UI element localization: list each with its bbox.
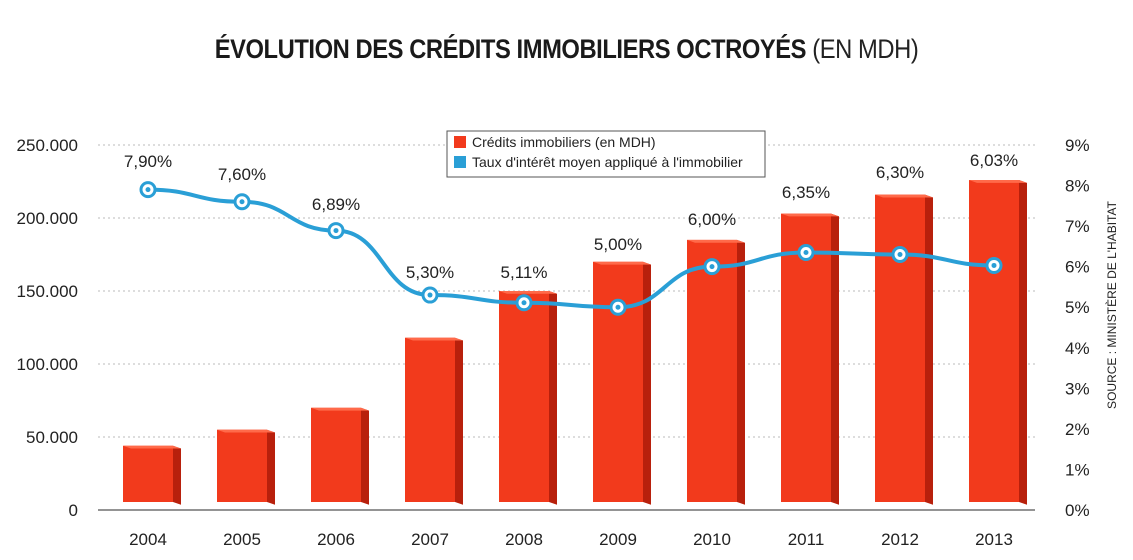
left-axis-tick-label: 150.000: [17, 282, 78, 301]
x-axis-tick-label: 2004: [129, 530, 167, 549]
rate-data-label: 6,30%: [876, 163, 924, 182]
rate-point-center: [991, 262, 997, 268]
legend-swatch-bar: [454, 136, 466, 148]
x-axis-tick-label: 2009: [599, 530, 637, 549]
rate-point-center: [897, 252, 903, 257]
x-axis-tick-label: 2006: [317, 530, 355, 549]
left-axis-tick-label: 100.000: [17, 355, 78, 374]
rate-data-label: 6,35%: [782, 183, 830, 202]
bar-side: [737, 239, 745, 505]
x-axis-tick-label: 2010: [693, 530, 731, 549]
bar-side: [455, 337, 463, 505]
bar: [311, 407, 361, 502]
rate-data-label: 5,11%: [501, 263, 548, 282]
x-axis-tick-label: 2005: [223, 530, 261, 549]
rate-point-center: [615, 304, 621, 310]
right-axis-tick-label: 0%: [1065, 501, 1090, 520]
source-note: SOURCE : MINISTÈRE DE L'HABITAT: [1105, 201, 1119, 409]
bar-side: [173, 445, 181, 505]
right-axis-tick-label: 9%: [1065, 136, 1090, 155]
bar-top: [217, 429, 275, 433]
legend-swatch-line: [454, 156, 466, 168]
bar-top: [593, 261, 651, 265]
left-axis-tick-label: 0: [69, 501, 78, 520]
bar: [405, 337, 455, 502]
chart-title-main: ÉVOLUTION DES CRÉDITS IMMOBILIERS OCTROY…: [214, 34, 807, 64]
bar: [687, 239, 737, 502]
legend-box: [446, 130, 766, 178]
bar-top: [969, 180, 1027, 183]
rate-point-center: [333, 228, 339, 234]
chart-title-unit: (EN MDH): [812, 34, 919, 64]
left-axis-tick-label: 50.000: [26, 428, 78, 447]
right-axis-tick-label: 2%: [1065, 420, 1090, 439]
rate-point-center: [239, 199, 245, 205]
bar-top: [781, 213, 839, 217]
bar: [499, 291, 549, 502]
bar-side: [1019, 180, 1027, 505]
rate-point-center: [709, 264, 715, 270]
bar-top: [405, 337, 463, 341]
x-axis-tick-label: 2011: [788, 530, 825, 549]
rate-data-label: 7,90%: [124, 152, 172, 171]
bar: [969, 180, 1019, 503]
bar: [781, 213, 831, 502]
chart-title: ÉVOLUTION DES CRÉDITS IMMOBILIERS OCTROY…: [68, 34, 1065, 65]
legend-label-line: Taux d'intérêt moyen appliqué à l'immobi…: [472, 154, 743, 170]
left-axis-tick-label: 250.000: [17, 136, 78, 155]
right-axis-tick-label: 6%: [1065, 258, 1090, 277]
bar-side: [549, 291, 557, 505]
bar: [123, 445, 173, 502]
left-axis-tick-label: 200.000: [17, 209, 78, 228]
rate-point-center: [521, 300, 527, 306]
bar-side: [831, 213, 839, 505]
right-axis-tick-label: 3%: [1065, 379, 1090, 398]
bar-top: [123, 445, 181, 449]
right-axis-tick-label: 5%: [1065, 298, 1090, 317]
rate-data-label: 6,89%: [312, 195, 360, 214]
bar-top: [875, 194, 933, 198]
rate-point-center: [427, 292, 433, 298]
rate-data-label: 6,03%: [970, 151, 1018, 170]
bar: [593, 261, 643, 502]
legend-label-bar: Crédits immobiliers (en MDH): [472, 134, 656, 150]
rate-data-label: 5,30%: [406, 263, 454, 282]
bar-side: [643, 261, 651, 505]
rate-data-label: 5,00%: [594, 235, 642, 254]
bar-side: [267, 429, 275, 505]
bar-top: [311, 407, 369, 411]
right-axis-tick-label: 8%: [1065, 177, 1090, 196]
x-axis-tick-label: 2007: [411, 530, 449, 549]
bar-top: [687, 239, 745, 243]
rate-data-label: 7,60%: [218, 165, 266, 184]
right-axis-tick-label: 7%: [1065, 217, 1090, 236]
rate-point-center: [803, 249, 809, 255]
x-axis-tick-label: 2008: [505, 530, 543, 549]
bar-top: [499, 291, 557, 294]
bar: [875, 194, 925, 502]
rate-data-label: 6,00%: [688, 210, 736, 229]
x-axis-tick-label: 2012: [881, 530, 919, 549]
right-axis-tick-label: 4%: [1065, 339, 1090, 358]
bar: [217, 429, 267, 502]
right-axis-tick-label: 1%: [1065, 460, 1090, 479]
bar-side: [361, 407, 369, 505]
rate-line: [147, 187, 995, 310]
x-axis-tick-label: 2013: [975, 530, 1013, 549]
bar-side: [925, 194, 933, 505]
rate-point-center: [145, 187, 151, 193]
